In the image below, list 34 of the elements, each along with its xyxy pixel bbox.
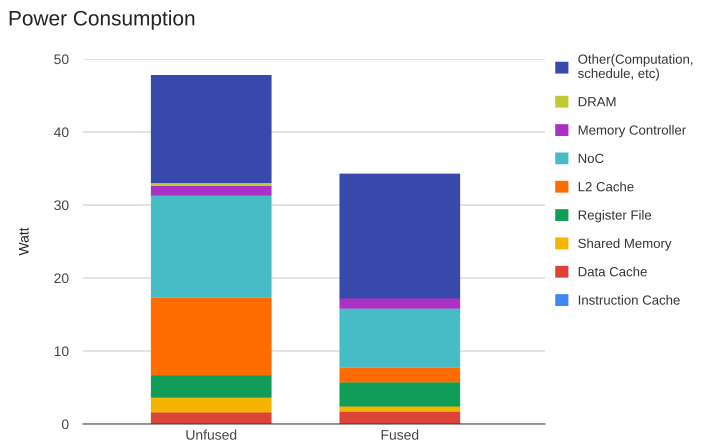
bar <box>339 406 460 412</box>
legend-label: Shared Memory <box>578 238 672 251</box>
y-tick-label: 10 <box>54 346 69 356</box>
bar <box>339 412 460 424</box>
y-tick-label: 0 <box>62 419 69 430</box>
legend-label: Instruction Cache <box>578 295 680 305</box>
y-tick-label: 30 <box>54 200 69 210</box>
bar <box>150 398 272 412</box>
bar <box>339 382 460 406</box>
y-axis-title: Watt <box>19 228 29 256</box>
legend-label: Data Cache <box>578 266 647 276</box>
y-tick-label: 50 <box>54 54 69 64</box>
bar <box>339 174 460 298</box>
bar <box>150 183 272 186</box>
legend-label: DRAM <box>578 97 616 106</box>
y-tick-label: 20 <box>54 273 69 284</box>
y-tick-label: 40 <box>54 127 69 138</box>
legend-label: Memory Controller <box>578 125 686 138</box>
x-tick-label: Unfused <box>186 430 236 440</box>
legend-label: L2 Cache <box>578 182 634 192</box>
legend-label: Other(Computation, schedule, etc) <box>578 54 692 81</box>
bar <box>150 412 272 424</box>
chart-title: Power Consumption <box>10 10 194 30</box>
bar <box>150 375 272 398</box>
legend-label: Register File <box>578 210 652 222</box>
bar <box>150 298 272 376</box>
bar <box>150 75 272 184</box>
bar <box>339 298 460 309</box>
legend-label: NoC <box>578 154 604 164</box>
x-tick-label: Fused <box>382 430 418 440</box>
bar <box>150 196 272 298</box>
bar <box>339 368 460 382</box>
bar <box>339 308 460 368</box>
bar <box>150 186 272 196</box>
